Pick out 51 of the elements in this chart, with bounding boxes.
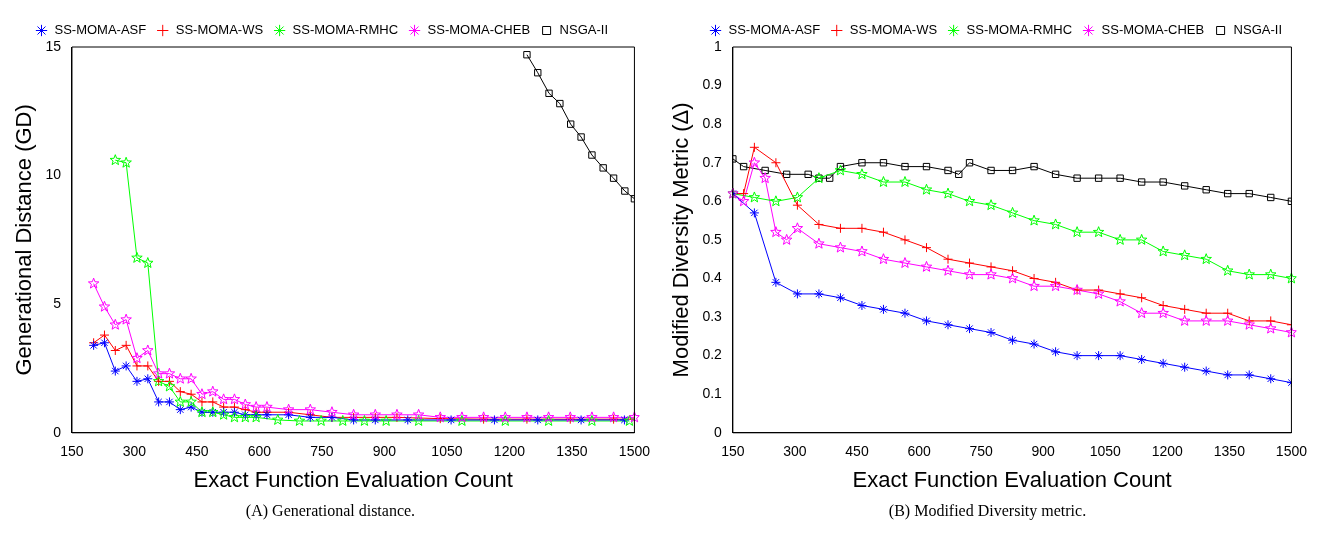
x-tick-label: 300 <box>783 443 807 460</box>
y-tick-label: 5 <box>53 295 62 312</box>
x-tick-label: 1200 <box>493 443 526 460</box>
y-tick-label: 0.1 <box>702 385 723 402</box>
x-tick-label: 900 <box>372 443 397 460</box>
legend-label: SS-MOMA-ASF <box>54 22 147 38</box>
legend-label: SS-MOMA-CHEB <box>427 22 531 38</box>
y-tick-label: 0.2 <box>702 346 723 363</box>
x-axis-title: Exact Function Evaluation Count <box>193 466 513 492</box>
y-tick-label: 0.3 <box>702 307 723 324</box>
y-tick-label: 0.9 <box>702 76 723 93</box>
x-tick-label: 900 <box>1031 443 1056 460</box>
x-tick-label: 150 <box>60 443 84 460</box>
x-axis-title: Exact Function Evaluation Count <box>852 466 1172 492</box>
x-tick-label: 450 <box>185 443 209 460</box>
legend-label: NSGA-II <box>559 22 609 38</box>
x-tick-label: 600 <box>907 443 931 460</box>
y-tick-label: 1 <box>714 37 723 54</box>
x-tick-label: 1200 <box>1151 443 1184 460</box>
legend-label: SS-MOMA-RMHC <box>292 22 399 38</box>
x-tick-label: 150 <box>721 443 745 460</box>
y-axis-title: Modified Diversity Metric (Δ) <box>668 102 694 378</box>
text: (B) Modified Diversity metric. <box>887 502 1088 520</box>
y-tick-label: 0.5 <box>702 230 723 247</box>
y-tick-label: 0.4 <box>702 269 723 286</box>
legend-label: SS-MOMA-ASF <box>728 22 821 38</box>
legend-label: SS-MOMA-WS <box>849 22 938 38</box>
y-tick-label: 0.7 <box>702 153 723 170</box>
x-tick-label: 1050 <box>1089 443 1122 460</box>
y-tick-label: 0 <box>53 423 62 440</box>
x-tick-label: 1500 <box>618 443 651 460</box>
y-tick-label: 0 <box>714 423 723 440</box>
x-tick-label: 1050 <box>431 443 463 460</box>
x-tick-label: 1350 <box>556 443 588 460</box>
x-tick-label: 450 <box>845 443 869 460</box>
x-tick-label: 600 <box>247 443 272 460</box>
y-tick-label: 10 <box>45 166 62 183</box>
legend-label: SS-MOMA-CHEB <box>1101 22 1205 38</box>
text: (A) Generational distance. <box>244 502 417 520</box>
y-tick-label: 0.6 <box>702 192 723 209</box>
y-tick-label: 15 <box>45 37 62 54</box>
y-tick-label: 0.8 <box>702 115 723 132</box>
legend-label: SS-MOMA-WS <box>175 22 264 38</box>
x-tick-label: 750 <box>310 443 334 460</box>
x-tick-label: 750 <box>969 443 994 460</box>
legend-label: NSGA-II <box>1233 22 1283 38</box>
y-axis-title: Generational Distance (GD) <box>11 104 37 376</box>
x-tick-label: 1350 <box>1213 443 1246 460</box>
legend-label: SS-MOMA-RMHC <box>966 22 1073 38</box>
x-tick-label: 300 <box>122 443 147 460</box>
x-tick-label: 1500 <box>1275 443 1308 460</box>
